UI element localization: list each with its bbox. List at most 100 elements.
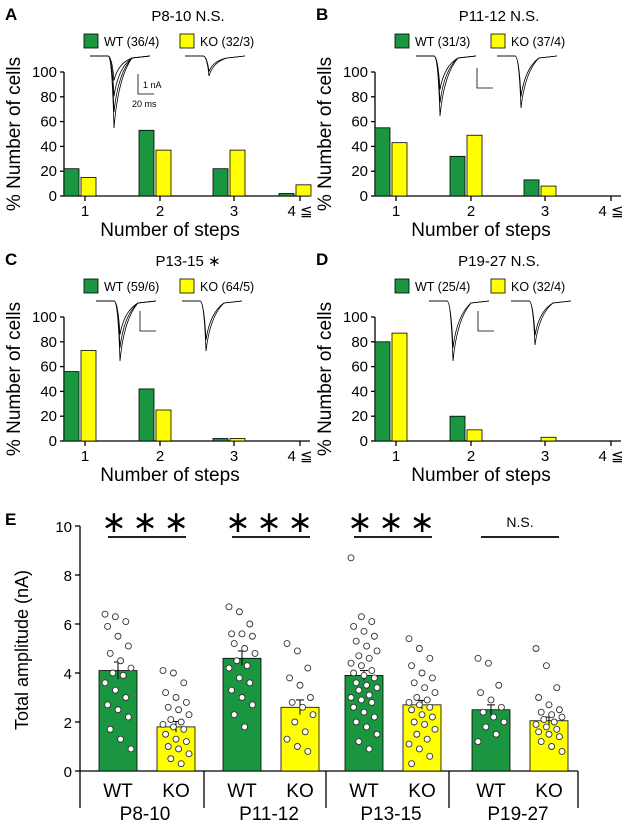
scale-bar	[139, 311, 156, 332]
bar-ko-1	[80, 350, 97, 442]
y-axis-label: % Number of cells	[4, 302, 25, 456]
data-point	[225, 603, 233, 611]
data-point	[428, 674, 436, 682]
y-tick-label: 20	[40, 163, 57, 180]
data-point	[182, 738, 190, 746]
data-point	[426, 654, 434, 662]
y-tick-label: 2	[64, 715, 72, 732]
data-point	[368, 667, 376, 674]
x-tick-label: WT	[476, 781, 506, 802]
y-tick-label: 6	[64, 617, 72, 634]
y-tick-label: 60	[351, 114, 368, 131]
bar-wt-1	[63, 168, 80, 197]
data-point	[286, 674, 294, 682]
data-point	[482, 723, 490, 731]
data-point	[421, 684, 429, 692]
y-axis-label: % Number of cells	[315, 302, 336, 456]
data-point	[413, 730, 421, 738]
current-trace	[416, 55, 477, 90]
data-point	[373, 730, 381, 738]
data-point	[350, 703, 358, 711]
bar-wt	[344, 675, 384, 772]
y-tick-label: 20	[351, 408, 368, 425]
data-point	[360, 627, 368, 635]
data-point	[301, 728, 309, 736]
current-trace	[90, 55, 151, 81]
data-point	[119, 672, 127, 679]
data-point	[555, 706, 563, 714]
bar-wt	[222, 657, 262, 772]
y-tick-label: 60	[40, 114, 57, 131]
data-point	[238, 694, 246, 701]
x-tick-label: 2	[467, 448, 475, 465]
data-point	[408, 662, 416, 670]
significance-label: ∗∗∗	[225, 506, 318, 539]
data-point	[304, 664, 312, 672]
bar-wt-2	[138, 129, 155, 197]
x-tick-label: 4 ≦	[287, 203, 312, 220]
current-trace	[96, 300, 157, 348]
y-axis-label: Total amplitude (nA)	[12, 570, 32, 730]
bar-wt	[98, 670, 138, 772]
data-point	[360, 672, 368, 679]
bar-ko-3	[229, 438, 246, 442]
data-point	[410, 718, 418, 726]
current-trace	[429, 300, 490, 348]
data-point	[368, 618, 376, 625]
data-point	[104, 623, 112, 630]
data-point	[172, 694, 180, 701]
panel-letter: C	[5, 250, 17, 269]
panel-title: P19-27 N.S.	[458, 253, 540, 270]
data-point	[352, 718, 360, 726]
data-point	[293, 743, 301, 750]
significance-label: ∗∗∗	[347, 506, 440, 539]
legend-ko-label: KO (32/3)	[200, 35, 254, 49]
data-point	[365, 691, 373, 699]
data-point	[484, 659, 492, 667]
data-point	[177, 760, 185, 768]
bar-wt-1	[374, 341, 391, 442]
data-point	[235, 674, 243, 682]
data-point	[228, 686, 236, 694]
bar-wt-2	[138, 388, 155, 442]
y-tick-label: 60	[40, 359, 57, 376]
x-axis-label: Number of steps	[100, 465, 239, 486]
legend-wt-label: WT (31/3)	[415, 35, 470, 49]
data-point	[304, 747, 312, 755]
data-point	[550, 718, 558, 726]
legend-ko-swatch	[179, 33, 195, 49]
data-point	[477, 689, 485, 697]
data-point	[352, 637, 360, 645]
y-tick-label: 100	[343, 309, 368, 326]
bar-wt-3	[212, 438, 229, 442]
data-point	[104, 701, 112, 709]
data-point	[415, 645, 423, 652]
data-point	[251, 649, 259, 657]
data-point	[167, 716, 175, 723]
y-axis-label: % Number of cells	[4, 57, 25, 211]
bar-ko-2	[155, 409, 172, 442]
data-point	[535, 728, 543, 736]
current-trace	[416, 55, 477, 103]
data-point	[101, 679, 109, 687]
data-point	[175, 706, 183, 714]
y-tick-label: 0	[360, 188, 368, 205]
data-point	[109, 669, 117, 677]
current-trace	[90, 55, 151, 113]
bar-ko-3	[540, 185, 557, 197]
current-trace	[185, 55, 246, 77]
data-point	[162, 730, 170, 738]
panel-title: P8-10 N.S.	[151, 8, 224, 25]
data-point	[288, 698, 296, 706]
legend-wt-swatch	[394, 278, 410, 294]
data-point	[243, 662, 251, 670]
data-point	[230, 711, 238, 719]
data-point	[492, 730, 500, 738]
x-tick-label: 3	[230, 448, 238, 465]
legend-wt-label: WT (25/4)	[415, 280, 470, 294]
data-point	[248, 632, 256, 640]
panel-letter: E	[5, 510, 16, 529]
significance-label: ∗∗∗	[101, 506, 194, 539]
y-tick-label: 100	[32, 64, 57, 81]
data-point	[241, 723, 249, 731]
